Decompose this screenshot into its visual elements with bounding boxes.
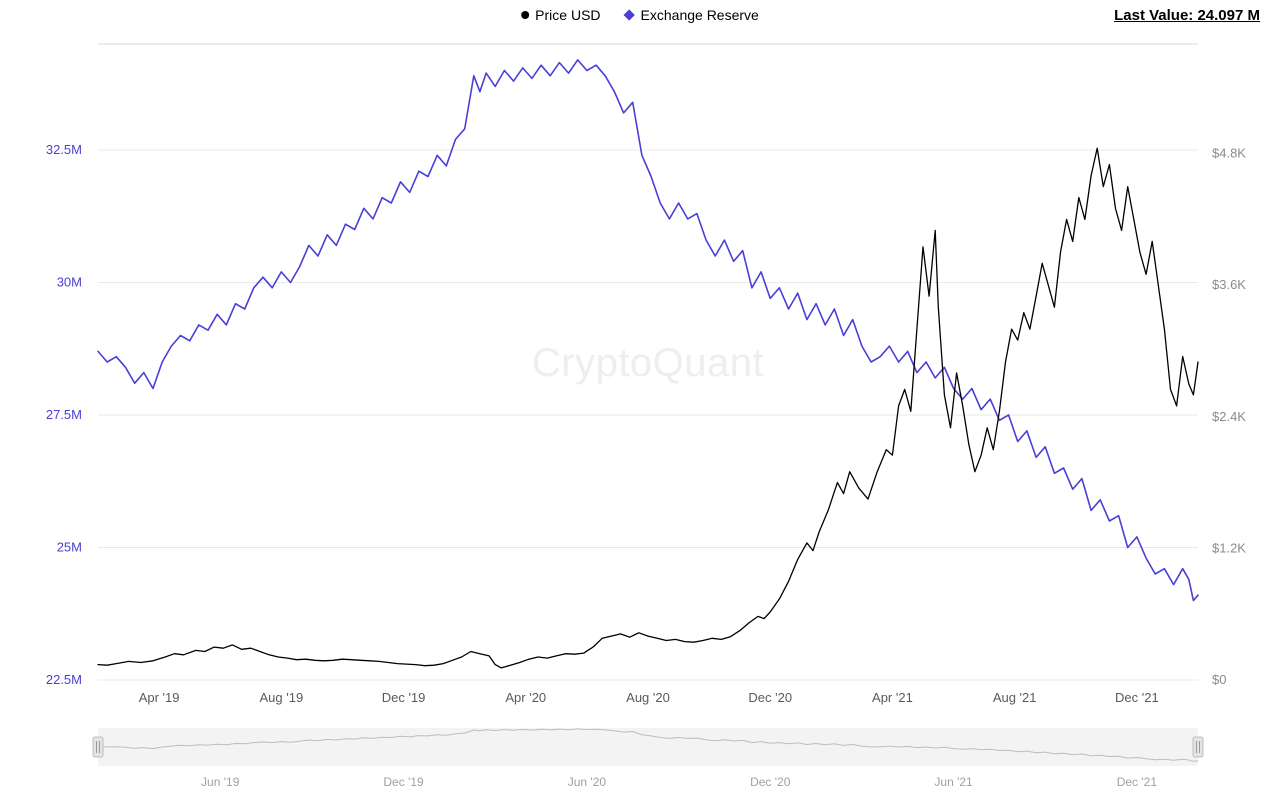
svg-text:Apr '20: Apr '20	[505, 690, 546, 705]
legend-item-price[interactable]: Price USD	[521, 7, 600, 23]
svg-text:$1.2K: $1.2K	[1212, 540, 1246, 555]
svg-text:Apr '19: Apr '19	[139, 690, 180, 705]
svg-text:$4.8K: $4.8K	[1212, 146, 1246, 161]
main-chart[interactable]: 22.5M 25M 27.5M 30M 32.5M $0 $1.2K $2.4K $3.6K $4…	[0, 40, 1280, 714]
svg-text:Apr '21: Apr '21	[872, 690, 913, 705]
svg-text:22.5M: 22.5M	[46, 672, 82, 687]
circle-marker-icon	[521, 11, 529, 19]
svg-text:32.5M: 32.5M	[46, 142, 82, 157]
svg-text:Dec '19: Dec '19	[382, 690, 426, 705]
legend-label: Price USD	[535, 7, 600, 23]
svg-text:25M: 25M	[57, 540, 82, 555]
svg-text:Dec '21: Dec '21	[1115, 690, 1159, 705]
legend-label: Exchange Reserve	[641, 7, 759, 23]
svg-text:Aug '20: Aug '20	[626, 690, 670, 705]
svg-text:Jun '19: Jun '19	[201, 775, 240, 789]
svg-text:CryptoQuant: CryptoQuant	[532, 341, 764, 385]
svg-text:Aug '21: Aug '21	[993, 690, 1037, 705]
svg-text:30M: 30M	[57, 275, 82, 290]
svg-text:Jun '21: Jun '21	[934, 775, 973, 789]
svg-text:$2.4K: $2.4K	[1212, 409, 1246, 424]
chart-header: Price USD Exchange Reserve Last Value: 2…	[0, 0, 1280, 30]
svg-text:Dec '21: Dec '21	[1117, 775, 1158, 789]
svg-text:Aug '19: Aug '19	[259, 690, 303, 705]
svg-text:$3.6K: $3.6K	[1212, 277, 1246, 292]
svg-text:Dec '20: Dec '20	[750, 775, 791, 789]
svg-text:Dec '20: Dec '20	[748, 690, 792, 705]
last-value-label: Last Value: 24.097 M	[1114, 7, 1260, 24]
legend: Price USD Exchange Reserve	[521, 7, 759, 23]
svg-text:Dec '19: Dec '19	[383, 775, 424, 789]
range-brush[interactable]: Jun '19 Dec '19 Jun '20 Dec '20 Jun '21 Dec '…	[0, 720, 1280, 800]
diamond-marker-icon	[625, 10, 635, 20]
svg-text:Jun '20: Jun '20	[568, 775, 607, 789]
svg-text:$0: $0	[1212, 672, 1226, 687]
legend-item-reserve[interactable]: Exchange Reserve	[625, 7, 759, 23]
svg-text:27.5M: 27.5M	[46, 407, 82, 422]
